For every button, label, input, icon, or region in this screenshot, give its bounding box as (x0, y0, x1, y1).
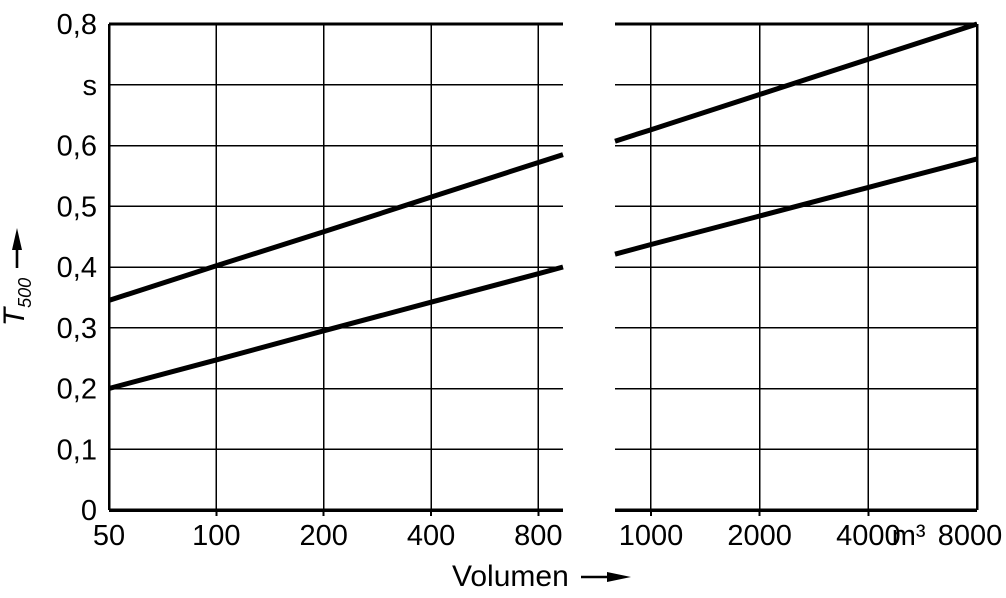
x-unit-label: m³ (892, 520, 926, 552)
y-tick-label: 0,8 (57, 9, 97, 41)
y-tick-label: s (83, 70, 98, 102)
up-arrow-icon (12, 227, 22, 268)
y-axis-symbol: T (0, 307, 31, 327)
y-tick-label: 0,6 (57, 131, 97, 163)
series-upper-line-left-panel (108, 152, 564, 303)
right-arrow-icon (580, 572, 631, 582)
series-lower-line-right-panel (614, 156, 978, 257)
x-tick-label: 2000 (727, 520, 792, 552)
x-axis-label-text: Volumen (452, 560, 569, 593)
x-tick-label: 100 (192, 520, 240, 552)
y-tick-label: 0 (81, 495, 97, 527)
y-axis-label: T500 (0, 217, 36, 337)
x-tick-label: 1000 (619, 520, 684, 552)
y-axis-symbol-subscript: 500 (15, 277, 35, 308)
x-axis-label: Volumen (452, 560, 631, 594)
y-tick-label: 0,3 (57, 313, 97, 345)
y-tick-label: 0,1 (57, 434, 97, 466)
x-tick-label: 50 (93, 520, 125, 552)
y-tick-label: 0,4 (57, 252, 97, 284)
x-tick-label: 800 (514, 520, 562, 552)
x-tick-label: 4000 (836, 520, 901, 552)
x-tick-label: 200 (299, 520, 347, 552)
y-tick-label: 0,5 (57, 191, 97, 223)
y-tick-label: 0,2 (57, 374, 97, 406)
series-lower-line-left-panel (108, 264, 564, 391)
series-upper-line-right-panel (614, 21, 978, 144)
x-tick-label: 400 (407, 520, 455, 552)
x-tick-label: 8000 (938, 520, 1003, 552)
y-axis-label-text: T500 (0, 278, 36, 326)
